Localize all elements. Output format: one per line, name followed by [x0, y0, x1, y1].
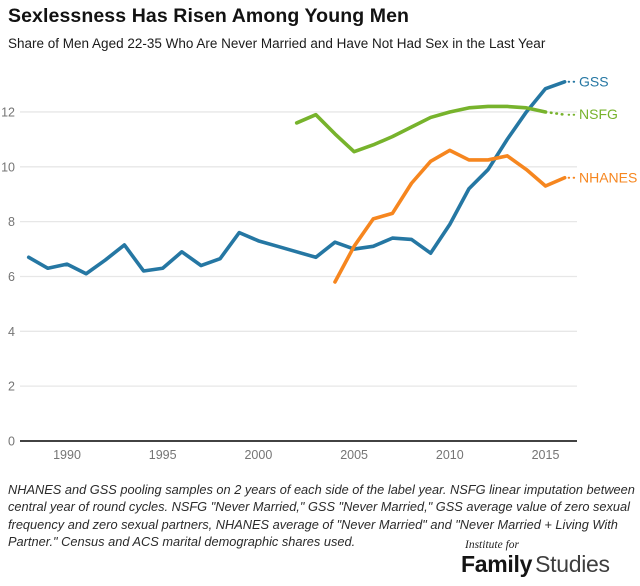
nhanes-series-label: NHANES [579, 169, 637, 185]
logo-name-bold: Family [461, 550, 533, 577]
x-tick-label: 1990 [53, 448, 81, 462]
gss-line [26, 79, 567, 276]
x-tick-label: 2005 [340, 448, 368, 462]
y-tick-label: 10 [1, 160, 15, 174]
gss-series-label: GSS [579, 73, 609, 89]
logo-name: Family Studies [461, 552, 610, 576]
nsfg-line [294, 104, 548, 154]
ifs-logo: Institute for Family Studies [459, 539, 612, 578]
y-tick-label: 0 [8, 435, 15, 449]
x-tick-label: 2015 [532, 448, 560, 462]
nhanes-line [333, 148, 567, 284]
y-tick-label: 8 [8, 215, 15, 229]
y-tick-label: 4 [8, 325, 15, 339]
footnote: NHANES and GSS pooling samples on 2 year… [8, 482, 635, 549]
page-title: Sexlessness Has Risen Among Young Men [8, 5, 410, 27]
x-tick-label: 2010 [436, 448, 464, 462]
chart-svg: 0 2 4 6 8 10 12 1990 1995 2000 2005 2010 2015 GSS NSFG… [1, 73, 637, 462]
x-tick-label: 2000 [244, 448, 272, 462]
y-tick-label: 6 [8, 270, 15, 284]
logo-name-light: Studies [535, 550, 610, 577]
nsfg-line-dotted [544, 110, 566, 117]
y-tick-label: 2 [8, 380, 15, 394]
nsfg-series-label: NSFG [579, 106, 618, 122]
logo-prefix: Institute for [465, 539, 519, 551]
x-tick-label: 1995 [149, 448, 177, 462]
y-tick-label: 12 [1, 105, 15, 119]
page-subtitle: Share of Men Aged 22-35 Who Are Never Ma… [8, 36, 546, 51]
